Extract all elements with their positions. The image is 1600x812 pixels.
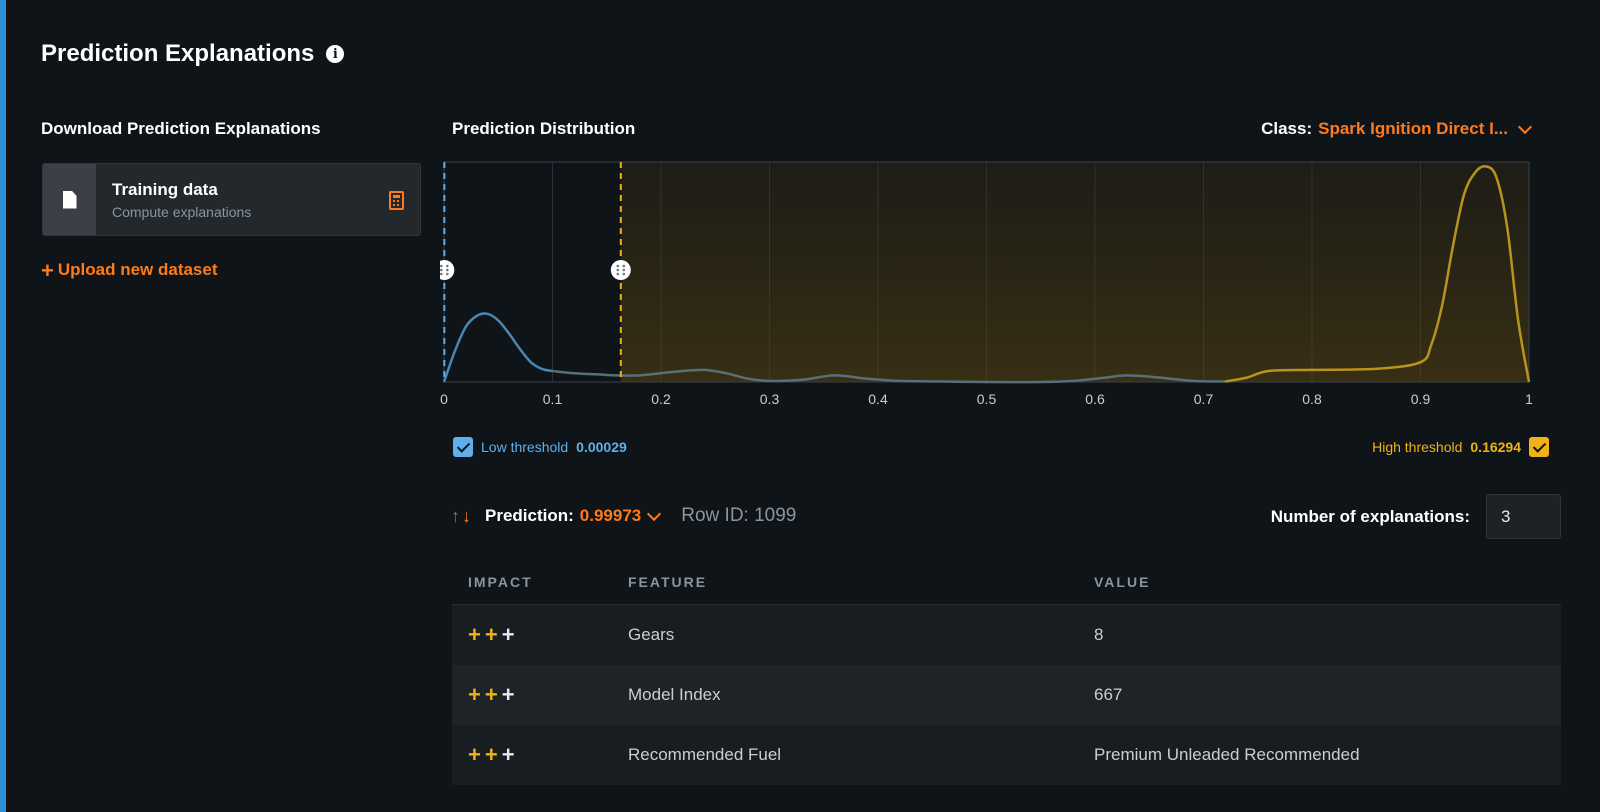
explanations-table: IMPACT FEATURE VALUE + + + Gears 8 + + + Mod…	[452, 560, 1561, 785]
column-header-feature: FEATURE	[628, 574, 708, 590]
prediction-label: Prediction:	[485, 506, 574, 525]
grip-dot	[622, 264, 626, 268]
grip-dot	[446, 268, 449, 272]
x-tick-label: 0	[440, 391, 448, 407]
value-cell: 667	[1094, 685, 1123, 704]
card-title: Training data	[112, 180, 218, 199]
x-tick-label: 0.6	[1085, 391, 1105, 407]
training-data-card[interactable]: Training data Compute explanations	[42, 163, 421, 236]
grip-dot	[440, 268, 443, 272]
number-of-explanations-label: Number of explanations:	[1270, 506, 1470, 526]
x-tick-label: 0.7	[1194, 391, 1214, 407]
feature-cell: Model Index	[628, 685, 721, 704]
high-threshold-value: 0.16294	[1470, 439, 1521, 455]
grip-dot	[616, 272, 620, 276]
impact-indicator: + + +	[468, 622, 515, 647]
grip-dot	[616, 264, 620, 268]
value-cell: Premium Unleaded Recommended	[1094, 745, 1360, 764]
prediction-distribution-chart: 0 0.1 0.2 0.3 0.4 0.5 0.6 0.7 0.8 0.9 1	[440, 161, 1533, 407]
x-tick-label: 0.1	[543, 391, 563, 407]
page-title: Prediction Explanations	[41, 40, 315, 67]
grip-dot	[446, 264, 449, 268]
grip-dot	[616, 268, 620, 272]
x-tick-label: 0.4	[868, 391, 888, 407]
table-row: + + + Recommended Fuel Premium Unleaded Re…	[452, 725, 1561, 785]
feature-cell: Gears	[628, 625, 675, 644]
x-tick-label: 0.5	[977, 391, 997, 407]
distribution-curve-mid	[552, 368, 1226, 384]
impact-indicator: + + +	[468, 742, 515, 767]
low-threshold-control: Low threshold 0.00029	[453, 437, 627, 457]
prediction-row: ↑ ↓ Prediction: 0.99973 Row ID: 1099	[451, 505, 796, 527]
impact-indicator: + + +	[468, 682, 515, 707]
number-of-explanations: Number of explanations:	[1271, 494, 1561, 539]
grip-dot	[622, 272, 626, 276]
low-threshold-value: 0.00029	[576, 439, 627, 455]
class-selector[interactable]: Class: Spark Ignition Direct I...	[1261, 119, 1533, 139]
low-threshold-label: Low threshold	[481, 439, 569, 455]
upload-new-dataset-link[interactable]: + Upload new dataset	[41, 257, 218, 283]
card-text: Training data Compute explanations	[96, 164, 420, 235]
drag-handle-icon[interactable]	[610, 260, 631, 280]
distribution-curve-low	[442, 312, 553, 383]
table-row: + + + Model Index 667	[452, 665, 1561, 725]
file-icon	[62, 190, 77, 209]
x-tick-label: 1	[1525, 391, 1533, 407]
table-row: + + + Gears 8	[452, 605, 1561, 665]
high-threshold-handle[interactable]	[610, 260, 631, 280]
x-tick-label: 0.2	[651, 391, 671, 407]
card-icon-box	[43, 164, 96, 235]
number-of-explanations-input[interactable]	[1486, 494, 1561, 539]
low-threshold-checkbox[interactable]	[453, 437, 473, 457]
plus-icon: +	[41, 257, 54, 283]
high-threshold-region	[620, 162, 1529, 382]
chevron-down-icon[interactable]	[647, 506, 662, 522]
table-header: IMPACT FEATURE VALUE	[452, 560, 1561, 605]
column-header-value: VALUE	[1094, 574, 1151, 590]
info-icon[interactable]: i	[326, 45, 345, 63]
page-header: Prediction Explanations i	[41, 40, 345, 68]
x-tick-label: 0.8	[1302, 391, 1322, 407]
distribution-curve-high	[1224, 165, 1531, 383]
class-value: Spark Ignition Direct I...	[1318, 119, 1508, 138]
grip-dot	[622, 268, 626, 272]
prediction-value[interactable]: 0.99973	[579, 506, 642, 525]
feature-cell: Recommended Fuel	[628, 745, 782, 764]
row-id: Row ID: 1099	[681, 505, 797, 526]
value-cell: 8	[1094, 625, 1104, 644]
chevron-down-icon	[1517, 119, 1533, 135]
grip-dot	[446, 272, 449, 276]
download-heading: Download Prediction Explanations	[41, 119, 321, 138]
card-subtitle: Compute explanations	[112, 204, 252, 220]
high-threshold-control: High threshold 0.16294	[1372, 437, 1549, 457]
left-accent-bar	[0, 0, 6, 812]
grip-dot	[440, 264, 443, 268]
sort-icon[interactable]: ↑ ↓	[451, 505, 471, 526]
column-header-impact: IMPACT	[468, 574, 533, 590]
grip-dot	[440, 272, 443, 276]
upload-label: Upload new dataset	[57, 260, 218, 279]
class-label: Class:	[1261, 119, 1313, 138]
distribution-heading: Prediction Distribution	[452, 119, 636, 138]
calculator-icon[interactable]	[389, 191, 404, 210]
high-threshold-label: High threshold	[1372, 439, 1463, 455]
x-tick-label: 0.3	[760, 391, 780, 407]
low-threshold-handle[interactable]	[440, 260, 455, 280]
x-tick-label: 0.9	[1411, 391, 1431, 407]
high-threshold-checkbox[interactable]	[1529, 437, 1549, 457]
